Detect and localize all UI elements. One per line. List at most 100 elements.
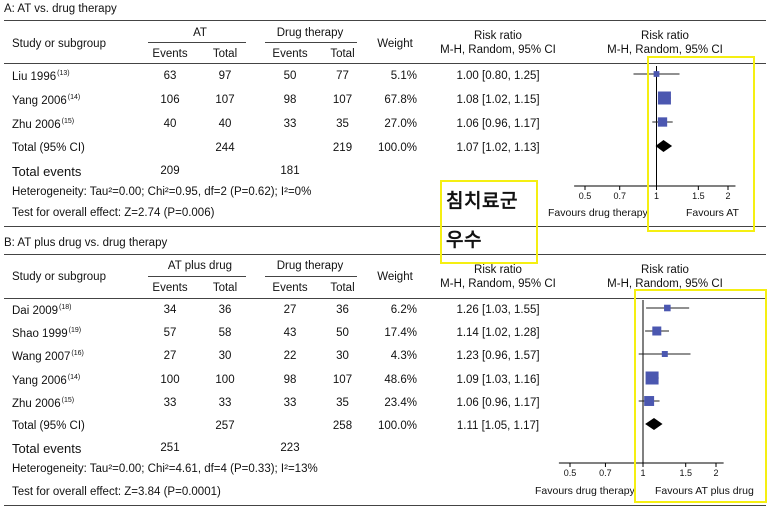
ref-number: (18) bbox=[59, 304, 72, 311]
cell-events1: 27 bbox=[163, 350, 177, 362]
cell-total2: 107 bbox=[332, 374, 353, 386]
cell-weight: 5.1% bbox=[390, 70, 417, 82]
ref-number: (15) bbox=[61, 118, 75, 125]
cell-total1: 33 bbox=[218, 397, 232, 409]
pooled-diamond bbox=[645, 418, 663, 430]
cell-weight: 17.4% bbox=[384, 327, 417, 339]
x-tick-label: 0.5 bbox=[564, 468, 577, 478]
cell-total2: 107 bbox=[332, 94, 353, 106]
header-underline bbox=[148, 42, 246, 43]
highlight-box-a bbox=[647, 56, 755, 232]
header-group2: Drug therapy bbox=[276, 260, 344, 272]
study-name: Yang 2006 bbox=[12, 94, 67, 107]
annotation-line1: 침치료군 bbox=[446, 190, 518, 212]
table-rule bbox=[4, 20, 766, 21]
cell-events1: 106 bbox=[160, 94, 180, 106]
heterogeneity-text: Heterogeneity: Tau²=0.00; Chi²=0.95, df=… bbox=[12, 186, 312, 198]
header-weight: Weight bbox=[377, 271, 413, 283]
x-tick-label: 0.7 bbox=[613, 191, 626, 201]
header-events: Events bbox=[152, 48, 188, 60]
cell-events1: 40 bbox=[163, 118, 177, 130]
x-tick-label: 1 bbox=[654, 191, 659, 201]
cell-events2: 223 bbox=[280, 442, 300, 454]
cell-rr: 1.11 [1.05, 1.17] bbox=[456, 420, 540, 432]
study-marker bbox=[661, 351, 668, 357]
study-marker bbox=[657, 117, 668, 127]
cell-total1: 36 bbox=[218, 304, 232, 316]
header-total: Total bbox=[212, 48, 238, 60]
total-label: Total (95% CI) bbox=[12, 142, 85, 154]
cell-events2: 22 bbox=[283, 350, 297, 362]
cell-rr: 1.00 [0.80, 1.25] bbox=[456, 70, 540, 82]
cell-events2: 33 bbox=[283, 397, 297, 409]
header-group1: AT plus drug bbox=[167, 260, 233, 272]
study-marker bbox=[652, 326, 662, 336]
cell-total2: 50 bbox=[336, 327, 349, 339]
cell-rr: 1.26 [1.03, 1.55] bbox=[456, 304, 540, 316]
header-underline bbox=[265, 42, 357, 43]
cell-events1: 100 bbox=[160, 374, 180, 386]
favours-right-label: Favours AT plus drug bbox=[655, 485, 754, 497]
header-study: Study or subgroup bbox=[12, 38, 106, 50]
header-rr-method: M-H, Random, 95% CI bbox=[607, 44, 723, 56]
cell-rr: 1.14 [1.02, 1.28] bbox=[456, 327, 540, 339]
cell-total1: 107 bbox=[215, 94, 235, 106]
cell-weight: 27.0% bbox=[384, 118, 417, 130]
table-rule bbox=[4, 226, 766, 227]
cell-events2: 50 bbox=[283, 70, 297, 82]
favours-left-label: Favours drug therapy bbox=[535, 485, 635, 497]
cell-rr: 1.08 [1.02, 1.15] bbox=[456, 94, 540, 106]
table-rule bbox=[4, 505, 766, 506]
cell-total2: 30 bbox=[336, 350, 349, 362]
cell-weight: 6.2% bbox=[390, 304, 417, 316]
cell-total1: 30 bbox=[218, 350, 232, 362]
ref-number: (14) bbox=[67, 374, 81, 381]
cell-total2: 36 bbox=[336, 304, 349, 316]
cell-total1: 100 bbox=[215, 374, 235, 386]
header-total: Total bbox=[330, 48, 355, 60]
study-name: Yang 2006 bbox=[12, 374, 67, 387]
overall-effect-text: Test for overall effect: Z=2.74 (P=0.006… bbox=[12, 207, 215, 219]
cell-total2: 258 bbox=[332, 420, 353, 432]
header-total: Total bbox=[330, 282, 355, 294]
study-name: Zhu 2006 bbox=[12, 397, 61, 410]
cell-rr: 1.06 [0.96, 1.17] bbox=[456, 118, 540, 130]
study-marker bbox=[645, 371, 659, 385]
cell-events2: 43 bbox=[283, 327, 297, 339]
annotation-line2: 우수 bbox=[446, 229, 482, 251]
study-name: Dai 2009 bbox=[12, 304, 59, 317]
header-events: Events bbox=[272, 282, 308, 294]
study-name: Liu 1996 bbox=[12, 70, 57, 83]
cell-rr: 1.06 [0.96, 1.17] bbox=[456, 397, 540, 409]
header-underline bbox=[148, 276, 246, 277]
table-rule bbox=[4, 254, 766, 255]
x-tick-label: 0.5 bbox=[579, 191, 592, 201]
cell-events2: 181 bbox=[280, 165, 300, 177]
x-tick-label: 1.5 bbox=[692, 191, 705, 201]
favours-right-label: Favours AT bbox=[686, 207, 739, 219]
x-tick-label: 0.7 bbox=[599, 468, 612, 478]
x-tick-label: 1 bbox=[640, 468, 645, 478]
cell-weight: 67.8% bbox=[384, 94, 417, 106]
study-marker bbox=[664, 304, 671, 312]
table-rule bbox=[4, 298, 766, 299]
study-marker bbox=[657, 91, 671, 105]
ref-number: (16) bbox=[71, 350, 84, 357]
cell-events1: 34 bbox=[163, 304, 177, 316]
total-events-label: Total events bbox=[12, 441, 82, 456]
highlight-box-b bbox=[634, 289, 767, 503]
cell-events1: 251 bbox=[160, 442, 180, 454]
cell-events1: 33 bbox=[163, 397, 177, 409]
study-marker bbox=[644, 396, 655, 406]
cell-total2: 77 bbox=[336, 70, 349, 82]
heterogeneity-text: Heterogeneity: Tau²=0.00; Chi²=4.61, df=… bbox=[12, 463, 318, 475]
overall-effect-text: Test for overall effect: Z=3.84 (P=0.000… bbox=[12, 486, 221, 498]
cell-weight: 48.6% bbox=[384, 374, 417, 386]
favours-left-label: Favours drug therapy bbox=[548, 207, 648, 219]
header-group1: AT bbox=[193, 27, 207, 39]
cell-events2: 98 bbox=[283, 374, 297, 386]
cell-events1: 209 bbox=[160, 165, 180, 177]
ref-number: (15) bbox=[61, 397, 75, 404]
cell-events2: 33 bbox=[283, 118, 297, 130]
